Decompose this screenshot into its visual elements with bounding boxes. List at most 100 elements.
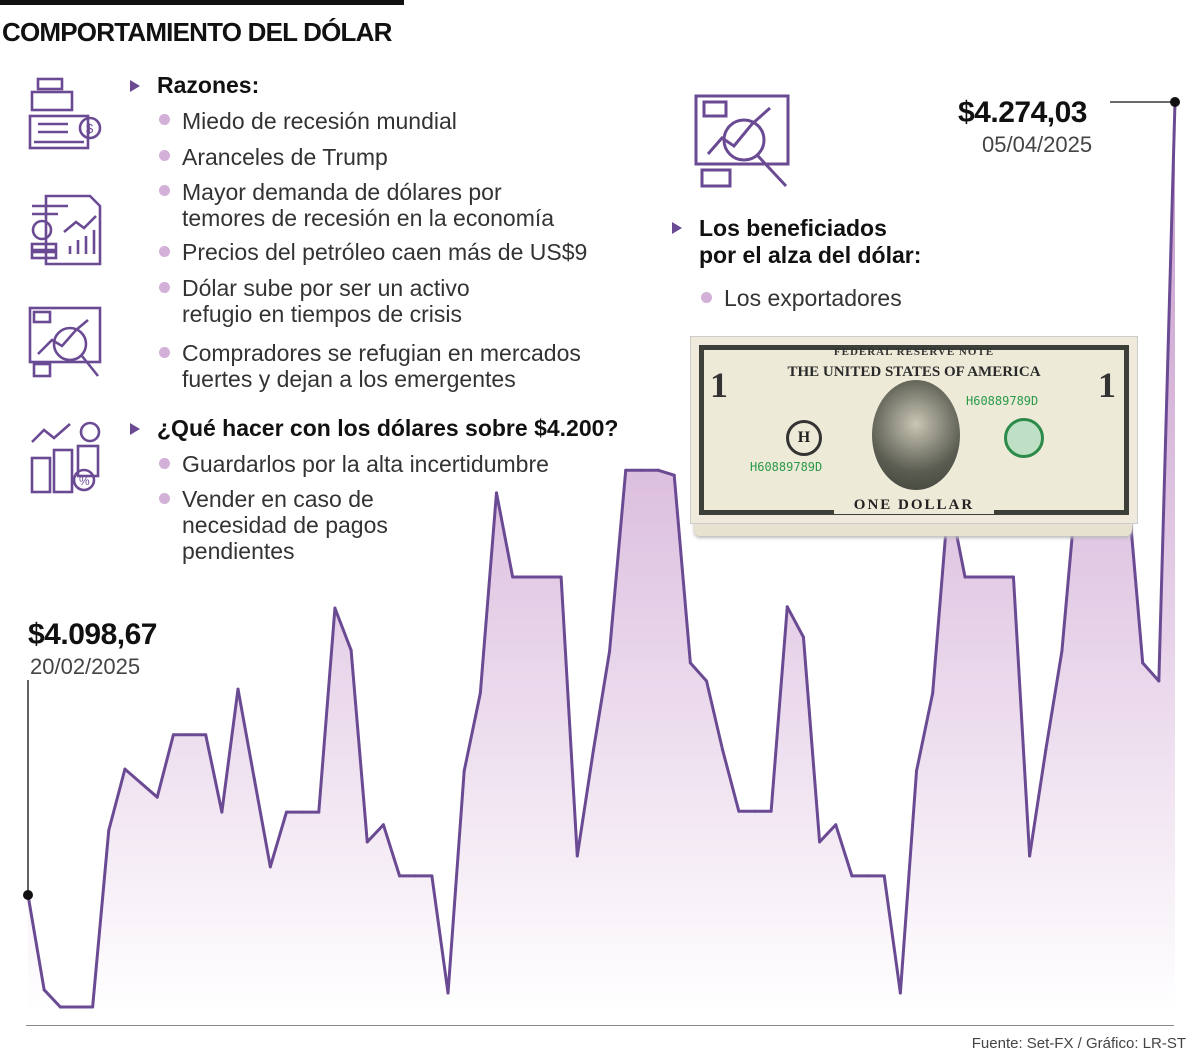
area-fill bbox=[28, 102, 1175, 1012]
end-value-label: $4.274,03 bbox=[958, 96, 1087, 129]
dollar-bill-stack-image: FEDERAL RESERVE NOTE THE UNITED STATES O… bbox=[690, 336, 1138, 538]
market-analysis-icon bbox=[694, 94, 790, 188]
line-segment bbox=[91, 828, 111, 1009]
item-line: necesidad de pagos bbox=[182, 512, 388, 538]
analysis-magnifier-icon bbox=[28, 306, 102, 378]
reason-item: Miedo de recesión mundial bbox=[182, 108, 457, 134]
bill-bottom-text: ONE DOLLAR bbox=[834, 497, 994, 514]
line-segment bbox=[688, 661, 709, 683]
line-segment bbox=[801, 635, 822, 844]
line-segment bbox=[107, 767, 127, 832]
start-value-label: $4.098,67 bbox=[28, 618, 157, 651]
reason-item: Aranceles de Trump bbox=[182, 144, 388, 170]
reason-line: Compradores se refugian en mercados bbox=[182, 340, 581, 366]
line-segment bbox=[26, 893, 46, 992]
bullet-icon bbox=[159, 347, 170, 358]
line-segment bbox=[818, 823, 838, 844]
reason-item: Mayor demanda de dólares por temores de r… bbox=[182, 179, 554, 231]
reason-line: refugio en tiempos de crisis bbox=[182, 301, 462, 327]
line-segment bbox=[123, 767, 143, 785]
line-segment bbox=[898, 769, 919, 995]
data-point-marker bbox=[23, 890, 33, 900]
line-segment bbox=[365, 823, 385, 844]
svg-text:$: $ bbox=[86, 121, 94, 136]
line-segment bbox=[559, 575, 579, 858]
line-segment bbox=[139, 781, 159, 799]
line-segment bbox=[834, 823, 854, 878]
what-to-do-item: Guardarlos por la alta incertidumbre bbox=[182, 451, 549, 477]
line-segment bbox=[915, 691, 935, 773]
title-bar bbox=[0, 0, 404, 5]
bill-denomination-left: 1 bbox=[710, 365, 728, 405]
reasons-heading: Razones: bbox=[157, 72, 260, 98]
baseline-axis bbox=[26, 1025, 1174, 1026]
item-line: pendientes bbox=[182, 538, 295, 564]
line-segment bbox=[478, 491, 498, 695]
reason-line: temores de recesión en la economía bbox=[182, 205, 555, 231]
line-segment bbox=[672, 473, 692, 665]
beneficiaries-heading: Los beneficiados por el alza del dólar: bbox=[699, 215, 921, 269]
reason-item: Compradores se refugian en mercados fuert… bbox=[182, 340, 581, 392]
bill-serial-text: H60889789D bbox=[966, 394, 1039, 408]
line-segment bbox=[656, 468, 676, 477]
bill-serial-text-2: H60889789D bbox=[750, 460, 823, 474]
bill-treasury-seal bbox=[1004, 418, 1044, 458]
bill-country-text: THE UNITED STATES OF AMERICA bbox=[787, 364, 1041, 380]
reason-line: Dólar sube por ser un activo bbox=[182, 275, 470, 301]
end-date-label: 05/04/2025 bbox=[982, 132, 1093, 157]
heading-line: Los beneficiados bbox=[699, 215, 887, 241]
source-footer: Fuente: Set-FX / Gráfico: LR-ST bbox=[971, 1035, 1186, 1052]
line-segment bbox=[785, 605, 805, 639]
bullet-icon bbox=[159, 114, 170, 125]
financial-report-icon bbox=[30, 194, 102, 266]
page-title: COMPORTAMIENTO DEL DÓLAR bbox=[2, 17, 392, 47]
reason-item: Dólar sube por ser un activo refugio en t… bbox=[182, 275, 470, 327]
bullet-icon bbox=[159, 246, 170, 257]
bill-denomination-right: 1 bbox=[1098, 365, 1116, 405]
reasons-marker-icon bbox=[130, 80, 140, 92]
line-segment bbox=[268, 810, 288, 869]
data-point-marker bbox=[1170, 97, 1180, 107]
what-to-do-item: Vender en caso de necesidad de pagos pendi… bbox=[182, 486, 388, 564]
line-segment bbox=[430, 874, 450, 995]
line-segment bbox=[155, 733, 175, 799]
line-segment bbox=[1157, 100, 1177, 683]
line-segment bbox=[317, 606, 337, 814]
line-segment bbox=[721, 748, 741, 813]
bill-top-text: FEDERAL RESERVE NOTE bbox=[833, 346, 995, 358]
start-date-label: 20/02/2025 bbox=[30, 654, 141, 679]
reason-line: fuertes y dejan a los emergentes bbox=[182, 366, 516, 392]
reason-line: Mayor demanda de dólares por bbox=[182, 179, 502, 205]
bullet-icon bbox=[159, 185, 170, 196]
line-segment bbox=[1044, 649, 1064, 752]
line-segment bbox=[1011, 575, 1032, 858]
line-segment bbox=[882, 874, 902, 995]
line-segment bbox=[608, 468, 628, 653]
line-segment bbox=[462, 691, 482, 773]
line-segment bbox=[236, 687, 256, 780]
line-segment bbox=[705, 679, 725, 752]
what-to-do-heading: ¿Qué hacer con los dólares sobre $4.200? bbox=[157, 415, 619, 441]
line-segment bbox=[252, 776, 272, 869]
bullet-icon bbox=[159, 493, 170, 504]
what-to-do-marker-icon bbox=[130, 423, 140, 435]
line-segment bbox=[575, 748, 595, 858]
line-segment bbox=[494, 491, 515, 579]
line-segment bbox=[1141, 661, 1161, 683]
cash-register-icon: $ bbox=[28, 77, 102, 150]
line-segment bbox=[381, 823, 402, 878]
beneficiary-item: Los exportadores bbox=[724, 285, 902, 311]
bullet-icon bbox=[159, 150, 170, 161]
coins-growth-icon: % bbox=[30, 421, 101, 494]
line-segment bbox=[769, 605, 789, 813]
line-segment bbox=[591, 649, 612, 752]
line-segment bbox=[204, 733, 224, 814]
line-segment bbox=[1028, 748, 1048, 858]
item-line: Vender en caso de bbox=[182, 486, 374, 512]
bill-portrait bbox=[872, 380, 960, 490]
bullet-icon bbox=[159, 282, 170, 293]
bullet-icon bbox=[159, 458, 170, 469]
line-segment bbox=[333, 606, 353, 652]
line-segment bbox=[220, 687, 240, 814]
